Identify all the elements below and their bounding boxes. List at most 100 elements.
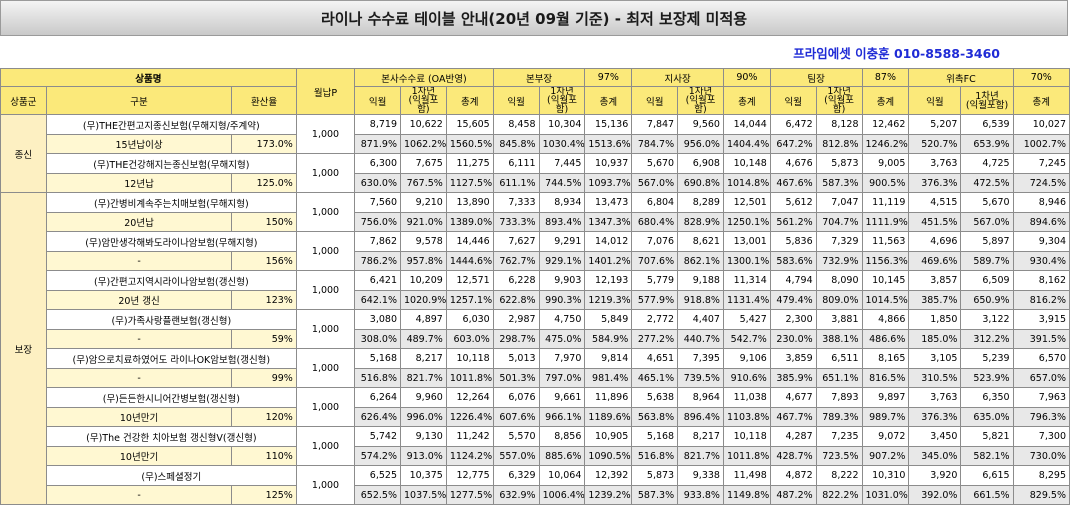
- sub-year-line2: (익월포함): [408, 95, 439, 115]
- commission-percent: 392.0%: [908, 485, 962, 505]
- commission-percent: 376.3%: [908, 407, 962, 427]
- commission-percent: 885.6%: [538, 446, 586, 466]
- commission-percent: 626.4%: [354, 407, 401, 427]
- commission-value: 5,836: [769, 231, 817, 252]
- commission-value: 6,615: [960, 465, 1014, 486]
- commission-percent: 918.8%: [677, 290, 724, 310]
- commission-value: 10,937: [584, 153, 633, 174]
- commission-value: 14,044: [722, 114, 771, 135]
- monthly-premium: 1,000: [295, 465, 356, 505]
- commission-value: 12,264: [445, 387, 494, 408]
- commission-percent: 630.0%: [354, 173, 401, 193]
- commission-value: 7,445: [538, 153, 586, 174]
- product-header: 상품명: [0, 68, 297, 87]
- commission-value: 8,295: [1012, 465, 1070, 486]
- commission-percent: 845.8%: [492, 134, 540, 154]
- commission-value: 4,750: [538, 309, 586, 330]
- commission-percent: 893.4%: [538, 212, 586, 232]
- commission-value: 8,856: [538, 426, 586, 447]
- product-name: (무)든든한시니어간병보험(갱신형): [45, 387, 297, 408]
- commission-percent: 577.9%: [631, 290, 679, 310]
- commission-percent: 622.8%: [492, 290, 540, 310]
- commission-value: 10,622: [400, 114, 447, 135]
- commission-value: 2,300: [769, 309, 817, 330]
- sub-year-hq: 1차년 (익월포함): [400, 86, 447, 115]
- commission-percent: 489.7%: [400, 329, 447, 349]
- commission-percent: 1226.4%: [445, 407, 494, 427]
- commission-percent: 185.0%: [908, 329, 962, 349]
- commission-value: 11,896: [584, 387, 633, 408]
- commission-percent: 1111.9%: [861, 212, 910, 232]
- table-row: 15년납이상 173.0% 871.9% 1062.2% 1560.5% 845.8% 10…: [1, 134, 1070, 154]
- commission-percent: 1131.4%: [722, 290, 771, 310]
- commission-value: 7,245: [1012, 153, 1070, 174]
- commission-percent: 567.0%: [631, 173, 679, 193]
- commission-value: 13,473: [584, 192, 633, 213]
- section-team-header: 팀장: [769, 68, 863, 87]
- section-branch-rate: 90%: [722, 68, 771, 87]
- commission-percent: 647.2%: [769, 134, 817, 154]
- commission-percent: 1257.1%: [445, 290, 494, 310]
- commission-percent: 756.0%: [354, 212, 401, 232]
- commission-value: 8,165: [861, 348, 910, 369]
- commission-percent: 312.2%: [960, 329, 1014, 349]
- commission-percent: 657.0%: [1012, 368, 1070, 388]
- commission-percent: 298.7%: [492, 329, 540, 349]
- commission-value: 9,897: [861, 387, 910, 408]
- commission-value: 4,725: [960, 153, 1014, 174]
- commission-percent: 789.3%: [815, 407, 863, 427]
- table-row: 10년만기 110% 574.2% 913.0% 1124.2% 557.0% 885.6%…: [1, 446, 1070, 466]
- commission-percent: 308.0%: [354, 329, 401, 349]
- payment-plan: 10년만기: [45, 446, 233, 466]
- commission-value: 10,064: [538, 465, 586, 486]
- commission-percent: 277.2%: [631, 329, 679, 349]
- commission-percent: 1031.0%: [861, 485, 910, 505]
- commission-percent: 784.7%: [631, 134, 679, 154]
- commission-value: 4,287: [769, 426, 817, 447]
- commission-percent: 1444.6%: [445, 251, 494, 271]
- conversion-rate: 173.0%: [231, 134, 297, 154]
- commission-value: 5,779: [631, 270, 679, 291]
- sub-total-branch: 총계: [722, 86, 771, 115]
- commission-percent: 739.5%: [677, 368, 724, 388]
- commission-value: 2,772: [631, 309, 679, 330]
- commission-percent: 516.8%: [631, 446, 679, 466]
- commission-value: 7,893: [815, 387, 863, 408]
- commission-percent: 516.8%: [354, 368, 401, 388]
- commission-percent: 391.5%: [1012, 329, 1070, 349]
- commission-percent: 1219.3%: [584, 290, 633, 310]
- commission-percent: 822.2%: [815, 485, 863, 505]
- commission-percent: 956.0%: [677, 134, 724, 154]
- commission-value: 10,118: [445, 348, 494, 369]
- commission-value: 5,168: [354, 348, 401, 369]
- commission-percent: 816.5%: [861, 368, 910, 388]
- commission-percent: 894.6%: [1012, 212, 1070, 232]
- commission-percent: 862.1%: [677, 251, 724, 271]
- commission-percent: 990.3%: [538, 290, 586, 310]
- commission-percent: 723.5%: [815, 446, 863, 466]
- commission-value: 8,128: [815, 114, 863, 135]
- commission-percent: 310.5%: [908, 368, 962, 388]
- commission-value: 15,136: [584, 114, 633, 135]
- commission-value: 5,670: [960, 192, 1014, 213]
- commission-percent: 1103.8%: [722, 407, 771, 427]
- commission-percent: 385.9%: [769, 368, 817, 388]
- commission-percent: 567.0%: [960, 212, 1014, 232]
- table-row: (무)가족사랑플랜보험(갱신형) 1,000 3,080 4,897 6,030 2,98…: [1, 309, 1070, 349]
- sub-year-head: 1차년 (익월포함): [538, 86, 586, 115]
- commission-value: 8,719: [354, 114, 401, 135]
- commission-value: 3,881: [815, 309, 863, 330]
- commission-value: 8,162: [1012, 270, 1070, 291]
- commission-percent: 388.1%: [815, 329, 863, 349]
- commission-table: 상품명 월납P 본사수수료 (OA반영) 본부장 97% 지사장 90% 팀장 …: [0, 68, 1070, 505]
- sub-first-fc: 익월: [908, 86, 962, 115]
- commission-percent: 1347.3%: [584, 212, 633, 232]
- commission-value: 5,638: [631, 387, 679, 408]
- commission-percent: 561.2%: [769, 212, 817, 232]
- commission-value: 3,763: [908, 153, 962, 174]
- commission-value: 3,105: [908, 348, 962, 369]
- commission-percent: 707.6%: [631, 251, 679, 271]
- commission-value: 6,421: [354, 270, 401, 291]
- commission-percent: 809.0%: [815, 290, 863, 310]
- commission-percent: 816.2%: [1012, 290, 1070, 310]
